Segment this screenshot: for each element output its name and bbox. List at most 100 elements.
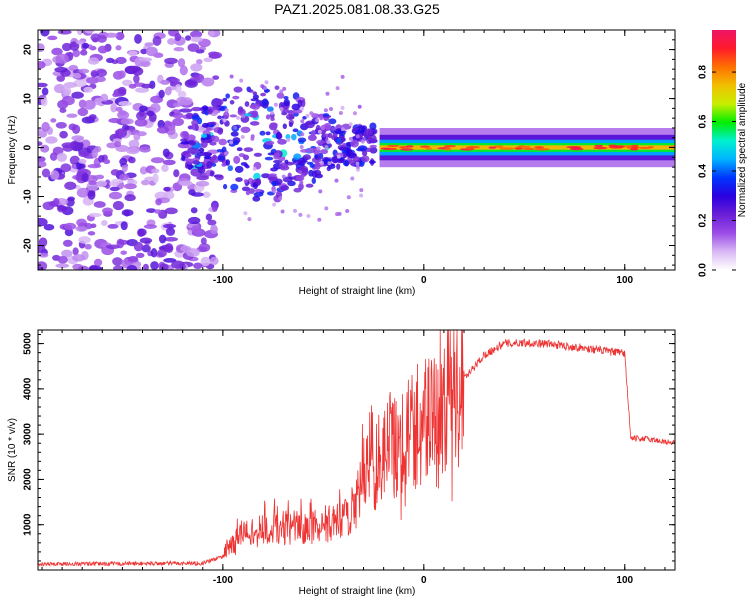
spectrogram-cell [209, 124, 214, 128]
spectrogram-cell [78, 236, 91, 244]
colorbar: 0.0 0.2 0.4 0.6 0.8 Normalized spectral ampl… [698, 30, 748, 277]
spectrogram-cell [631, 146, 639, 149]
spectrogram-cell [150, 261, 159, 270]
spectrogram-cell [121, 209, 134, 217]
spectrogram-cell [309, 111, 314, 116]
spectrogram-cell [75, 225, 88, 232]
spectrogram-cell [119, 157, 128, 166]
spectrogram-cell [212, 135, 220, 143]
spectrogram-cell [217, 115, 223, 120]
spectrogram-cell [55, 121, 67, 129]
spectrogram-cell [286, 137, 291, 142]
colorbar-tick-label: 0.8 [698, 65, 709, 79]
spectrogram-cell [534, 146, 545, 149]
spectrogram-cell [337, 211, 342, 216]
spectrogram-cell [180, 245, 192, 252]
spectrogram-cell [100, 219, 108, 227]
spectrogram-cell [357, 104, 362, 109]
spectrogram-cell [88, 265, 102, 270]
spectrogram-cell [349, 154, 354, 159]
spectrogram-cell [113, 265, 124, 270]
spectrogram-cell [209, 51, 223, 59]
spectrogram-cell [327, 132, 333, 139]
x-tick-label: 100 [616, 575, 633, 586]
spectrogram-cell [190, 207, 198, 214]
spectrogram-cell [306, 214, 311, 218]
spectrogram-cell [88, 114, 97, 120]
spectrogram-cell [252, 166, 257, 171]
spectrogram-cell [219, 106, 226, 112]
spectrogram-cell [279, 89, 284, 94]
spectrogram-cell [281, 174, 286, 179]
spectrogram-cell [298, 212, 303, 217]
spectrogram-cell [247, 217, 252, 222]
spectrogram-cell [255, 178, 262, 185]
spectrogram-cell [210, 224, 218, 235]
spectrogram-cell [184, 158, 195, 162]
spectrogram-cell [140, 48, 148, 55]
spectrogram-cell [319, 114, 324, 121]
spectrogram-cell [302, 154, 312, 161]
spectrogram-cell [173, 169, 180, 178]
spectrogram-cell [172, 117, 184, 127]
spectrogram-cell [134, 118, 148, 127]
spectrogram-cell [241, 114, 246, 119]
spectrogram-cell [61, 42, 72, 52]
spectrogram-cell [270, 110, 274, 115]
spectrogram-cell [260, 84, 265, 89]
spectrogram-cell [152, 35, 162, 46]
spectrogram-cell [630, 144, 639, 148]
spectrogram-cell [317, 217, 322, 222]
figure-title: PAZ1.2025.081.08.33.G25 [274, 1, 440, 17]
spectrogram-cell [274, 85, 280, 90]
spectrogram-cell [261, 173, 271, 179]
spectrogram-cell [93, 201, 106, 208]
spectrogram-cell [300, 132, 305, 137]
spectrogram-cell [443, 145, 456, 148]
spectrogram-cell [179, 65, 188, 76]
spectrogram-cell [249, 121, 260, 126]
spectrogram-cell [66, 113, 78, 118]
spectrogram-cell [594, 144, 603, 148]
spectrogram-cell [465, 147, 475, 150]
spectrogram-cell [71, 91, 84, 99]
snr-background [38, 330, 675, 570]
spectrogram-cell [229, 100, 235, 105]
spectrogram-cell [41, 87, 49, 96]
spectrogram-cell [534, 148, 550, 151]
spectrogram-cell [84, 243, 92, 250]
spectrogram-cell [105, 244, 120, 250]
spectrogram-cell [327, 161, 332, 166]
spectrogram-cell [336, 154, 341, 159]
spectrogram-cell [360, 139, 365, 144]
spectrogram-cell [126, 147, 140, 155]
spectrogram-cell [293, 208, 297, 213]
spectrogram-cell [299, 180, 304, 185]
spectrogram-cell [243, 147, 254, 152]
spectrogram-cell [140, 60, 151, 68]
spectrogram-cell [265, 131, 271, 136]
spectrogram-cell [350, 176, 355, 181]
spectrogram-cell [233, 86, 243, 93]
spectrogram-cell [180, 138, 187, 143]
spectrogram-cell [135, 87, 149, 93]
spectrogram-cell [193, 262, 203, 270]
spectrogram-cell [270, 117, 275, 121]
spectrogram-cell [227, 165, 234, 172]
spectrogram-cell [118, 101, 132, 107]
spectrogram-cell [279, 107, 284, 111]
spectrogram-cell [259, 130, 266, 136]
spectrogram-cell [279, 162, 288, 170]
spectrogram-cell [353, 111, 357, 116]
spectrogram-cell [57, 30, 72, 35]
spectrogram-cell [272, 202, 277, 207]
spectrogram-cell [41, 121, 50, 132]
spectrogram-cell [145, 46, 158, 57]
y-tick-label: 2000 [23, 468, 34, 491]
spectrogram-cell [38, 141, 43, 146]
spectrogram-cell [78, 265, 89, 270]
spectrogram-cell [309, 163, 315, 168]
spectrogram-cell [233, 155, 241, 164]
spectrogram-cell [135, 111, 147, 121]
spectrogram-cell [158, 89, 165, 99]
